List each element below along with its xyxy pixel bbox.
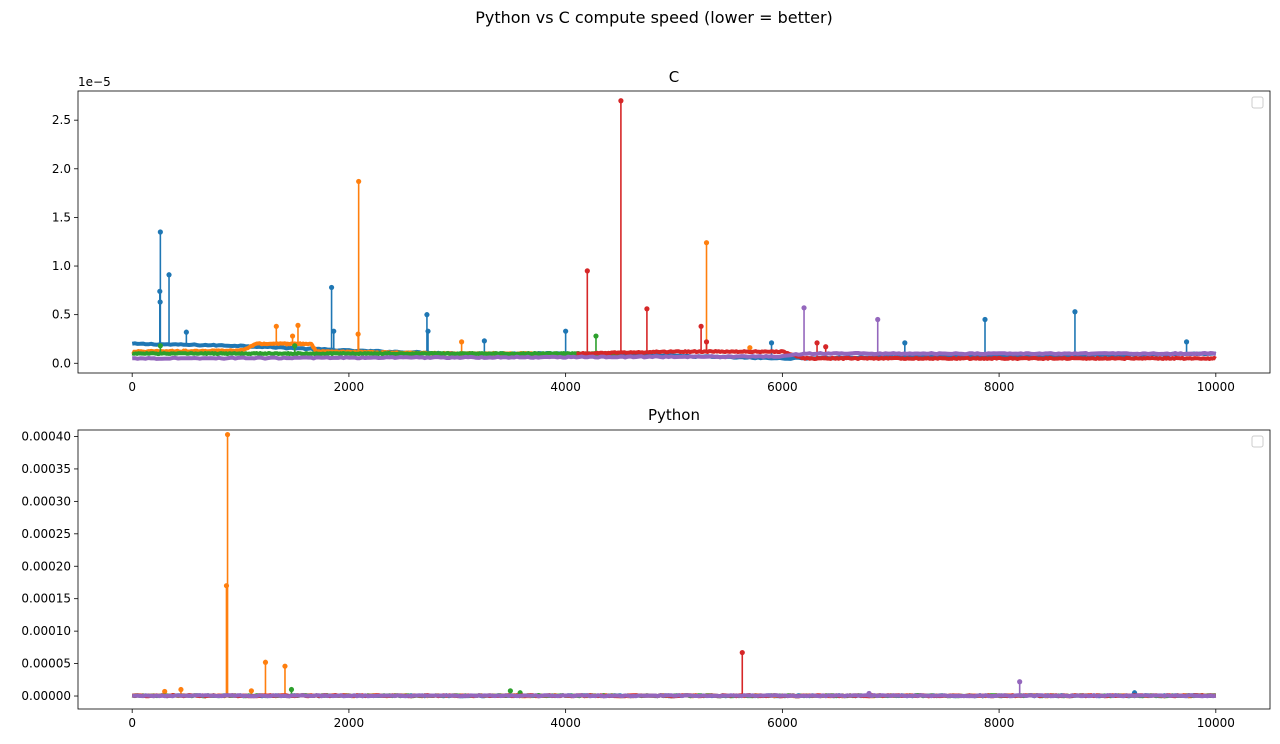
- spike-point: [481, 338, 487, 344]
- x-tick-label: 8000: [984, 716, 1015, 730]
- x-tick-label: 10000: [1197, 380, 1235, 394]
- spike-point: [584, 268, 590, 274]
- x-tick-label: 2000: [334, 716, 365, 730]
- y-tick-label: 0.00035: [21, 462, 71, 476]
- spike-point: [425, 328, 431, 334]
- spike-point: [1072, 309, 1078, 315]
- spike-point: [292, 343, 298, 349]
- spike-point: [273, 323, 279, 329]
- spike-point: [801, 305, 807, 311]
- y-offset-label: 1e−5: [78, 75, 111, 89]
- axes-frame-python: [77, 429, 1271, 710]
- spike-point: [618, 98, 624, 104]
- plot-area-c: [131, 98, 1217, 361]
- spike-point: [157, 229, 163, 235]
- y-tick-label: 0.00025: [21, 527, 71, 541]
- y-ticks-c: 0.0 0.5 1.0 1.5 2.0 2.5: [52, 113, 78, 370]
- x-tick-label: 4000: [550, 380, 581, 394]
- spike-point: [224, 431, 231, 438]
- y-tick-label: 0.00010: [21, 624, 71, 638]
- spike-point: [507, 688, 513, 694]
- y-tick-label: 2.0: [52, 162, 71, 176]
- spike-point: [157, 288, 163, 294]
- x-ticks-c: 0 2000 4000 6000 8000 10000: [128, 373, 1235, 394]
- legend-box-python: [1251, 435, 1264, 448]
- spike-point: [424, 312, 430, 318]
- y-tick-label: 0.5: [52, 308, 71, 322]
- plot-area-python: [131, 431, 1217, 699]
- y-tick-label: 0.00000: [21, 689, 71, 703]
- spike-point: [875, 316, 881, 323]
- spike-point: [703, 339, 710, 345]
- axes-python: Python 0 2000 4000 6000 8000 10000 0.000000.0…: [21, 406, 1271, 730]
- x-tick-label: 4000: [550, 716, 581, 730]
- y-tick-label: 0.0: [52, 356, 71, 370]
- spike-point: [823, 344, 829, 350]
- y-tick-label: 0.00015: [21, 592, 71, 606]
- y-tick-label: 0.00040: [21, 429, 71, 443]
- spike-point: [866, 690, 872, 697]
- spike-point: [814, 340, 820, 346]
- figure-suptitle: Python vs C compute speed (lower = bette…: [475, 8, 833, 27]
- y-tick-label: 2.5: [52, 113, 71, 127]
- legend-box-c: [1251, 96, 1264, 109]
- spike-point: [644, 306, 650, 312]
- series-line: [132, 693, 1217, 699]
- series-line: [131, 351, 621, 357]
- spike-point: [166, 272, 172, 278]
- spike-point: [282, 663, 288, 669]
- spike-point: [331, 328, 337, 334]
- axes-title-python: Python: [648, 406, 700, 424]
- spike-point: [328, 284, 335, 291]
- spike-point: [747, 345, 753, 351]
- spike-point: [1017, 679, 1023, 685]
- spike-point: [739, 649, 745, 656]
- spike-point: [698, 323, 704, 329]
- axes-c: C 1e−5 0 2000 4000 6000 8000 10000 0.0 0.5 1.0 1…: [52, 68, 1271, 394]
- series-line: [576, 349, 1217, 361]
- spike-point: [162, 688, 168, 695]
- x-tick-label: 0: [128, 380, 136, 394]
- x-tick-label: 10000: [1197, 716, 1235, 730]
- spike-point: [262, 659, 269, 665]
- spike-point: [563, 328, 569, 334]
- x-tick-label: 2000: [334, 380, 365, 394]
- spike-point: [356, 178, 362, 185]
- x-tick-label: 8000: [984, 380, 1015, 394]
- spike-point: [355, 331, 361, 337]
- y-tick-label: 1.0: [52, 259, 71, 273]
- spike-point: [157, 299, 163, 305]
- spike-point: [593, 333, 599, 339]
- y-tick-label: 0.00005: [21, 657, 71, 671]
- spike-point: [902, 340, 908, 346]
- spike-point: [157, 343, 163, 349]
- spike-point: [768, 340, 775, 346]
- spike-point: [183, 329, 189, 335]
- x-tick-label: 0: [128, 716, 136, 730]
- x-tick-label: 6000: [767, 380, 798, 394]
- spike-point: [223, 583, 230, 589]
- spike-point: [248, 688, 254, 694]
- spike-point: [982, 316, 988, 323]
- spike-point: [459, 339, 465, 345]
- y-tick-label: 0.00030: [21, 494, 71, 508]
- spike-point: [289, 333, 296, 339]
- spike-point: [295, 322, 301, 328]
- y-tick-label: 1.5: [52, 210, 71, 224]
- y-tick-label: 0.00020: [21, 559, 71, 573]
- series-line: [132, 351, 1217, 361]
- x-tick-label: 6000: [767, 716, 798, 730]
- x-ticks-python: 0 2000 4000 6000 8000 10000: [128, 709, 1235, 730]
- axes-title-c: C: [669, 68, 679, 86]
- spike-point: [178, 686, 184, 693]
- y-ticks-python: 0.00000 0.00005 0.00010 0.00015 0.00020 0.000…: [21, 429, 78, 703]
- spike-point: [1183, 339, 1190, 345]
- spike-point: [703, 240, 710, 246]
- axes-frame-c: [77, 90, 1271, 374]
- spike-point: [288, 686, 295, 693]
